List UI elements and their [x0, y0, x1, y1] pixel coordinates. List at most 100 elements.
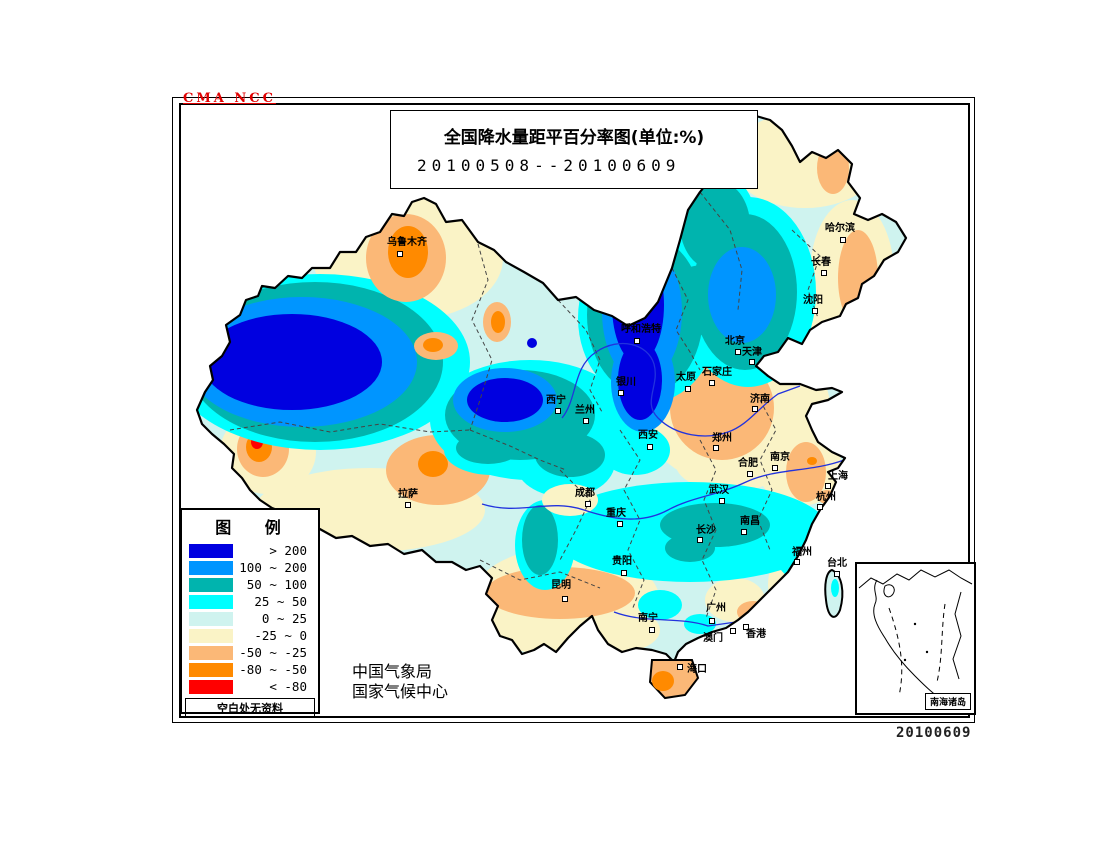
city-marker [817, 504, 823, 510]
legend-label: 100 ~ 200 [239, 560, 307, 575]
hainan-island [648, 659, 700, 700]
city-label: 太原 [675, 370, 696, 383]
city-label: 长春 [811, 255, 831, 268]
yellow-river [561, 342, 801, 437]
city-marker [743, 624, 749, 630]
inset-label: 南海诸岛 [924, 693, 971, 710]
city-呼和浩特: 呼和浩特 [621, 322, 661, 344]
cma-ncc-watermark: CMA NCC [183, 91, 276, 106]
map-date-range: 20100508--20100609 [417, 156, 681, 175]
city-label: 合肥 [737, 456, 758, 469]
city-marker [747, 471, 753, 477]
city-label: 广州 [706, 601, 726, 614]
city-marker [741, 529, 747, 535]
city-marker [634, 338, 640, 344]
city-marker [647, 444, 653, 450]
yangtze-river [481, 459, 845, 520]
city-西宁: 西宁 [546, 393, 566, 414]
credits: 中国气象局 国家气候中心 [352, 662, 448, 702]
city-海口: 海口 [677, 662, 707, 675]
legend-entry: 50 ~ 100 [185, 576, 315, 593]
city-label: 武汉 [709, 483, 730, 496]
credits-line1: 中国气象局 [352, 662, 433, 681]
legend-label: -80 ~ -50 [239, 662, 307, 677]
city-label: 呼和浩特 [621, 322, 661, 335]
city-marker [709, 380, 715, 386]
city-南宁: 南宁 [638, 611, 658, 633]
city-label: 成都 [575, 486, 595, 499]
contour-fill-layers [197, 116, 906, 662]
city-label: 西宁 [546, 393, 566, 406]
legend-footnote: 空白处无资料 [185, 698, 315, 718]
legend-label: < -80 [269, 679, 307, 694]
city-label: 南宁 [638, 611, 658, 624]
city-marker [772, 465, 778, 471]
city-哈尔滨: 哈尔滨 [825, 221, 855, 243]
legend-label: > 200 [269, 543, 307, 558]
city-label: 重庆 [606, 506, 626, 519]
city-贵阳: 贵阳 [612, 554, 632, 576]
city-marker [555, 408, 561, 414]
legend-box: 图 例 > 200 100 ~ 200 50 ~ 100 25 ~ 50 0 ~ 25 -… [180, 508, 320, 718]
city-澳门: 澳门 [703, 628, 736, 644]
city-label: 郑州 [712, 431, 732, 444]
city-label: 昆明 [551, 579, 571, 591]
city-marker [562, 596, 568, 602]
title-box: 全国降水量距平百分率图(单位:%) 20100508--20100609 [390, 110, 758, 189]
city-郑州: 郑州 [712, 431, 732, 451]
city-南京: 南京 [770, 450, 790, 471]
city-香港: 香港 [743, 624, 767, 640]
legend-label: -50 ~ -25 [239, 645, 307, 660]
city-label: 济南 [750, 392, 770, 405]
city-marker [649, 627, 655, 633]
city-台北: 台北 [827, 556, 847, 577]
legend-title: 图 例 [215, 518, 295, 537]
legend-entry: 0 ~ 25 [185, 610, 315, 627]
city-北京: 北京 [725, 334, 745, 355]
city-label: 澳门 [703, 631, 723, 644]
city-长沙: 长沙 [696, 523, 716, 543]
city-成都: 成都 [575, 486, 595, 507]
city-marker [730, 628, 736, 634]
south-china-sea-inset: 南海诸岛 [855, 562, 976, 715]
city-marker [405, 502, 411, 508]
city-银川: 银川 [616, 375, 636, 396]
city-label: 兰州 [575, 403, 595, 416]
city-marker [585, 501, 591, 507]
city-marker [685, 386, 691, 392]
city-兰州: 兰州 [575, 403, 595, 424]
city-marker [697, 537, 703, 543]
city-label: 南京 [770, 450, 790, 463]
legend-entry: > 200 [185, 542, 315, 559]
city-marker [794, 559, 800, 565]
city-marker [821, 270, 827, 276]
legend-swatch [189, 611, 233, 626]
city-marker [713, 445, 719, 451]
city-济南: 济南 [750, 392, 770, 412]
city-marker [618, 390, 624, 396]
taiwan-island [824, 568, 844, 618]
legend-entry: 100 ~ 200 [185, 559, 315, 576]
footer-date: 20100609 [896, 725, 972, 741]
city-label: 上海 [828, 469, 848, 482]
city-label: 西安 [638, 428, 658, 441]
city-南昌: 南昌 [740, 514, 760, 535]
legend-entry: 25 ~ 50 [185, 593, 315, 610]
legend-swatch [189, 577, 233, 592]
city-marker [709, 618, 715, 624]
city-label: 长沙 [696, 523, 716, 536]
city-石家庄: 石家庄 [701, 365, 732, 386]
city-昆明: 昆明 [551, 579, 571, 602]
city-label: 贵阳 [612, 554, 632, 567]
legend-label: -25 ~ 0 [254, 628, 307, 643]
city-marker [752, 406, 758, 412]
map-title: 全国降水量距平百分率图(单位:%) [443, 128, 705, 148]
legend-swatch [189, 645, 233, 660]
city-marker [840, 237, 846, 243]
legend-swatch [189, 662, 233, 677]
legend-swatch [189, 628, 233, 643]
legend-label: 50 ~ 100 [246, 577, 307, 592]
city-label: 福州 [791, 545, 812, 558]
legend-entries: > 200 100 ~ 200 50 ~ 100 25 ~ 50 0 ~ 25 -25 ~… [185, 542, 315, 695]
